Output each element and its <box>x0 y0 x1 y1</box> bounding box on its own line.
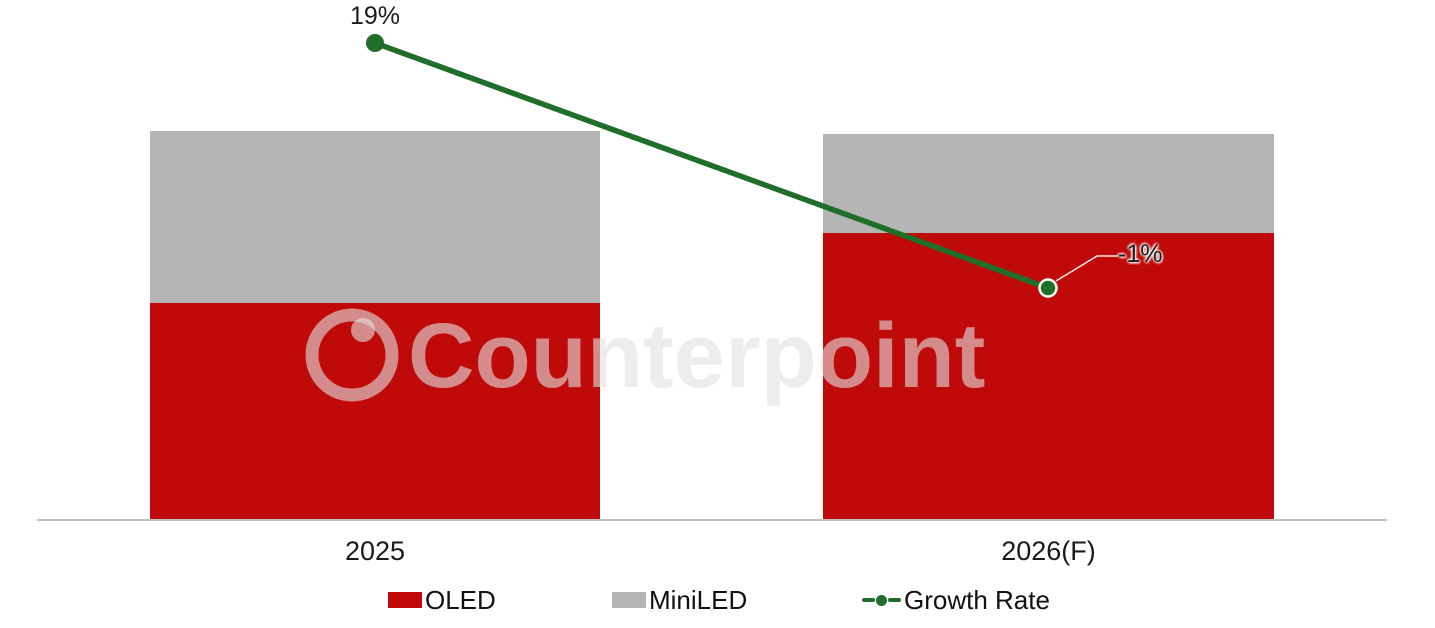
growth-point-2025[interactable] <box>366 34 384 52</box>
growth-label-2025: 19% <box>349 2 401 30</box>
bar-miniled-2025[interactable] <box>150 131 600 303</box>
x-axis-line <box>37 519 1387 521</box>
bar-oled-2025[interactable] <box>150 303 600 519</box>
legend-label-growth-rate: Growth Rate <box>904 585 1050 615</box>
legend-label-miniled: MiniLED <box>649 585 748 615</box>
growth-rate-marker-icon <box>862 594 901 606</box>
bar-oled-2026[interactable] <box>823 233 1274 519</box>
legend-label-oled: OLED <box>425 585 496 615</box>
legend-item-miniled[interactable]: MiniLED <box>612 586 747 614</box>
growth-label-2026: -1% <box>1118 240 1163 268</box>
legend-item-growth-rate[interactable]: Growth Rate <box>862 586 1050 614</box>
oled-swatch-icon <box>388 592 422 608</box>
legend-item-oled[interactable]: OLED <box>388 586 496 614</box>
x-tick-2026: 2026(F) <box>1001 536 1096 566</box>
miniled-swatch-icon <box>612 592 646 608</box>
x-tick-2025: 2025 <box>344 536 406 566</box>
bar-miniled-2026[interactable] <box>823 134 1274 233</box>
